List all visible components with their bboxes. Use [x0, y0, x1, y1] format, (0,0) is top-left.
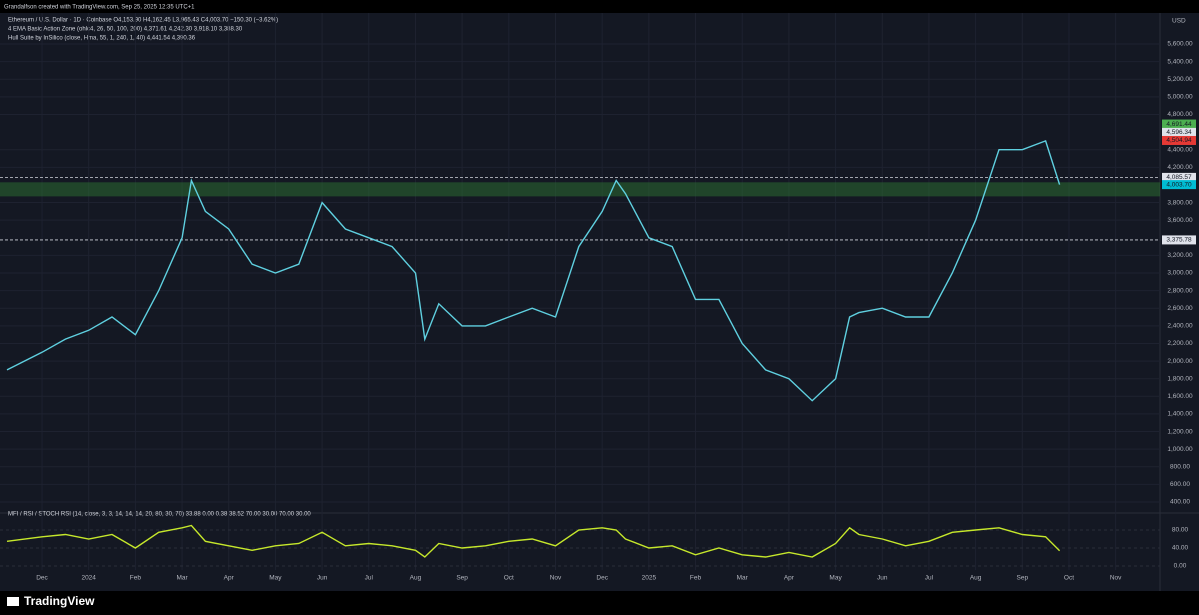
x-tick-label: Apr: [784, 575, 795, 582]
price-line: [6, 139, 1061, 402]
chart-title: Ethereum / U.S. Dollar · 1D · Coinbase O…: [8, 18, 278, 24]
attribution: Grandalfson created with TradingView.com…: [4, 5, 195, 11]
y-tick-label: 2,800.00: [1167, 287, 1193, 294]
support-zone: [0, 182, 1160, 197]
x-tick-label: Aug: [410, 575, 422, 582]
y-tick-label: 4,200.00: [1167, 164, 1193, 171]
price-badge: [1162, 135, 1196, 145]
y-tick-label: 400.00: [1170, 499, 1190, 506]
y-tick-label: 2,400.00: [1167, 323, 1193, 330]
y-tick-label: 800.00: [1170, 463, 1190, 470]
x-tick-label: Jul: [365, 575, 374, 582]
x-tick-label: Apr: [224, 575, 235, 582]
y-tick-label: 1,400.00: [1167, 411, 1193, 418]
x-tick-label: Jun: [317, 575, 328, 582]
chart-background: [0, 13, 1199, 591]
level-label: 4,085.57: [1166, 174, 1192, 181]
x-tick-label: Dec: [36, 575, 48, 582]
x-tick-label: May: [269, 575, 282, 582]
y-tick-label: 1,200.00: [1167, 428, 1193, 435]
y-tick-label: 3,600.00: [1167, 217, 1193, 224]
y-tick-label: 4,400.00: [1167, 146, 1193, 153]
level-badge: [1162, 172, 1196, 182]
y-tick-label: 3,200.00: [1167, 252, 1193, 259]
x-tick-label: Jun: [877, 575, 888, 582]
brand-logo: TradingView: [7, 594, 95, 608]
price-line: [6, 524, 1061, 558]
x-tick-label: May: [829, 575, 842, 582]
x-tick-label: Sep: [456, 575, 468, 582]
y-tick-label: 2,000.00: [1167, 358, 1193, 365]
x-tick-label: Jul: [925, 575, 934, 582]
price-badge: [1162, 180, 1196, 190]
x-tick-label: Sep: [1017, 575, 1029, 582]
price-badge: [1162, 127, 1196, 137]
x-tick-label: Aug: [970, 575, 982, 582]
x-tick-label: Oct: [1064, 575, 1074, 582]
y-tick-label: 5,600.00: [1167, 41, 1193, 48]
x-tick-label: Dec: [596, 575, 608, 582]
y-tick-label: 3,800.00: [1167, 199, 1193, 206]
x-tick-label: 2024: [81, 575, 96, 582]
y-tick-label: 0.00: [1174, 563, 1187, 570]
level-badge: [1162, 235, 1196, 245]
x-tick-label: Nov: [1110, 575, 1122, 582]
oscillator-title: MFI / RSI / STOCH RSI (14, close, 3, 3, …: [8, 512, 311, 518]
y-tick-label: 600.00: [1170, 481, 1190, 488]
y-tick-label: 3,000.00: [1167, 270, 1193, 277]
y-tick-label: 4,800.00: [1167, 111, 1193, 118]
y-tick-label: 5,000.00: [1167, 94, 1193, 101]
x-tick-label: Mar: [176, 575, 188, 582]
brand-name: TradingView: [24, 594, 95, 608]
x-tick-label: Oct: [504, 575, 514, 582]
indicator-legend: 4 EMA Basic Action Zone (ohlc4, 26, 50, …: [8, 27, 243, 33]
y-tick-label: 2,600.00: [1167, 305, 1193, 312]
y-tick-label: 2,200.00: [1167, 340, 1193, 347]
price-badge-label: 4,596.34: [1166, 129, 1192, 136]
price-badge: [1162, 119, 1196, 129]
y-tick-label: 1,600.00: [1167, 393, 1193, 400]
price-badge-label: 4,691.44: [1166, 121, 1192, 128]
y-tick-label: 5,400.00: [1167, 58, 1193, 65]
logo-mark: [7, 597, 19, 606]
level-label: 3,375.78: [1166, 237, 1192, 244]
y-tick-label: 1,800.00: [1167, 375, 1193, 382]
x-tick-label: Feb: [690, 575, 702, 582]
indicator-legend: Hull Suite by InSilico (close, Hma, 55, …: [8, 36, 196, 42]
y-tick-label: 5,200.00: [1167, 76, 1193, 83]
price-badge-label: 4,504.94: [1166, 137, 1192, 144]
x-tick-label: Feb: [130, 575, 142, 582]
y-tick-label: 80.00: [1172, 527, 1189, 534]
currency-label: USD: [1172, 18, 1186, 25]
y-tick-label: 1,000.00: [1167, 446, 1193, 453]
x-tick-label: Nov: [550, 575, 562, 582]
x-tick-label: Mar: [737, 575, 749, 582]
x-tick-label: 2025: [642, 575, 657, 582]
price-badge-label: 4,003.70: [1166, 181, 1192, 188]
y-tick-label: 40.00: [1172, 545, 1189, 552]
